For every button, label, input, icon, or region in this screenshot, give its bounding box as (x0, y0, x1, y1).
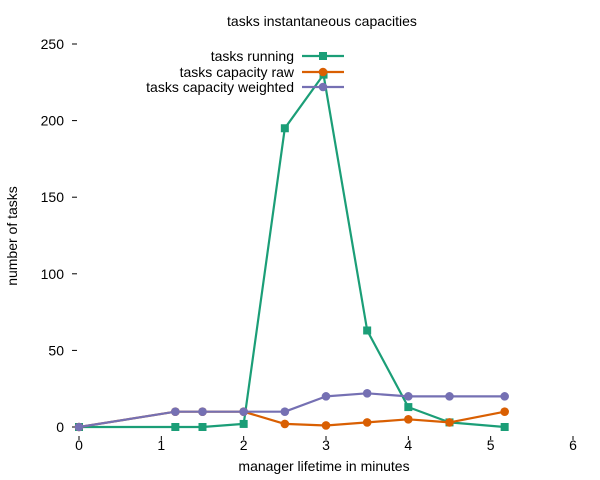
data-point (363, 326, 372, 335)
data-point (445, 392, 454, 401)
legend-entry: tasks capacity raw (180, 64, 344, 80)
data-point (280, 124, 289, 133)
data-point (198, 407, 207, 416)
y-tick-label: 0 (56, 419, 64, 435)
legend-label: tasks capacity weighted (146, 79, 294, 95)
y-axis: 0 50 100 150 200 250 (41, 36, 77, 435)
y-axis-label: number of tasks (4, 186, 20, 286)
series-line (78, 392, 505, 429)
chart-title: tasks instantaneous capacities (227, 13, 417, 29)
data-point (404, 392, 413, 401)
x-tick-label: 4 (404, 437, 412, 453)
data-point (239, 419, 248, 428)
data-point (362, 388, 372, 398)
x-tick-label: 1 (157, 437, 165, 453)
x-tick-label: 5 (487, 437, 495, 453)
y-tick-label: 250 (41, 36, 65, 52)
x-tick-label: 6 (569, 437, 577, 453)
x-axis: 0 1 2 3 4 5 6 (75, 436, 577, 453)
data-point (321, 392, 331, 401)
legend-swatch-marker (318, 82, 328, 92)
legend-swatch-marker (319, 52, 327, 60)
data-point (404, 415, 413, 424)
data-point (74, 422, 84, 432)
data-point (280, 419, 290, 429)
legend-entry: tasks running (211, 48, 344, 64)
y-tick-label: 200 (41, 113, 65, 129)
series-tasks-capacity-weighted (74, 388, 509, 432)
y-tick-label: 150 (41, 189, 65, 205)
x-tick-label: 3 (322, 437, 330, 453)
legend-swatch-marker (318, 67, 328, 77)
data-point (500, 392, 509, 401)
legend-label: tasks capacity raw (180, 64, 295, 80)
x-tick-label: 2 (240, 437, 248, 453)
plot-area (74, 70, 509, 432)
data-point (445, 418, 454, 427)
y-tick-label: 50 (48, 342, 64, 358)
data-point (198, 423, 207, 431)
x-axis-label: manager lifetime in minutes (238, 458, 409, 474)
data-point (500, 407, 509, 416)
data-point (362, 418, 372, 427)
x-tick-label: 0 (75, 437, 83, 453)
data-point (500, 423, 509, 431)
data-point (171, 407, 180, 416)
series-tasks-running (75, 70, 509, 431)
data-point (171, 423, 180, 431)
y-tick-label: 100 (41, 266, 65, 282)
data-point (239, 407, 248, 416)
data-point (404, 403, 413, 412)
series-line (79, 73, 505, 429)
data-point (280, 407, 290, 416)
legend-label: tasks running (211, 48, 294, 64)
data-point (321, 421, 331, 430)
legend-entry: tasks capacity weighted (146, 79, 344, 95)
